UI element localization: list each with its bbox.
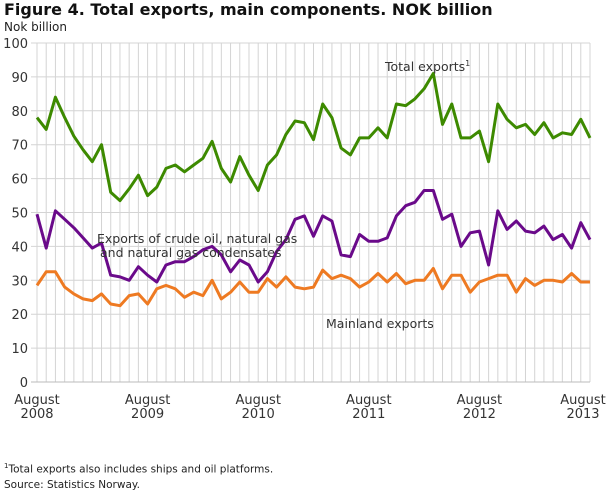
chart-title: Figure 4. Total exports, main components… bbox=[4, 0, 493, 19]
line-chart: 0102030405060708090100August2008August20… bbox=[3, 37, 606, 422]
x-tick-label: 2013 bbox=[566, 407, 599, 422]
x-tick-label: August bbox=[14, 393, 60, 408]
y-tick-label: 90 bbox=[11, 71, 28, 86]
footnote-mark: 1 bbox=[465, 59, 470, 68]
y-tick-label: 0 bbox=[20, 376, 28, 391]
series-line bbox=[35, 189, 592, 284]
series-label-oil-gas: and natural gas condensates bbox=[100, 245, 282, 260]
y-tick-label: 50 bbox=[11, 207, 28, 222]
y-tick-label: 80 bbox=[11, 105, 28, 120]
footnote: 1Total exports also includes ships and o… bbox=[4, 459, 273, 478]
x-tick-label: 2009 bbox=[131, 407, 164, 422]
y-tick-label: 30 bbox=[11, 274, 28, 289]
series-line bbox=[35, 72, 592, 203]
y-tick-label: 60 bbox=[11, 173, 28, 188]
y-tick-label: 70 bbox=[11, 139, 28, 154]
series-line bbox=[35, 266, 590, 308]
series-label-mainland: Mainland exports bbox=[326, 316, 434, 331]
y-tick-label: 100 bbox=[3, 37, 28, 52]
series-label-total-exports: Total exports1 bbox=[384, 59, 470, 74]
x-tick-label: August bbox=[457, 393, 503, 408]
x-tick-label: 2010 bbox=[242, 407, 275, 422]
y-axis-label: Nok billion bbox=[4, 20, 67, 34]
x-tick-label: August bbox=[560, 393, 606, 408]
x-tick-label: August bbox=[346, 393, 392, 408]
footnotes: 1Total exports also includes ships and o… bbox=[4, 459, 273, 493]
x-tick-label: 2008 bbox=[20, 407, 53, 422]
y-tick-label: 20 bbox=[11, 308, 28, 323]
x-tick-label: August bbox=[235, 393, 281, 408]
footnote-text: Total exports also includes ships and oi… bbox=[8, 463, 274, 476]
x-tick-label: August bbox=[125, 393, 171, 408]
x-tick-label: 2012 bbox=[463, 407, 496, 422]
y-tick-label: 40 bbox=[11, 240, 28, 255]
source: Source: Statistics Norway. bbox=[4, 478, 140, 491]
footnote-mark: 1 bbox=[4, 462, 9, 470]
series-label-oil-gas: Exports of crude oil, natural gas bbox=[97, 231, 297, 246]
x-tick-label: 2011 bbox=[352, 407, 385, 422]
y-tick-label: 10 bbox=[11, 342, 28, 357]
